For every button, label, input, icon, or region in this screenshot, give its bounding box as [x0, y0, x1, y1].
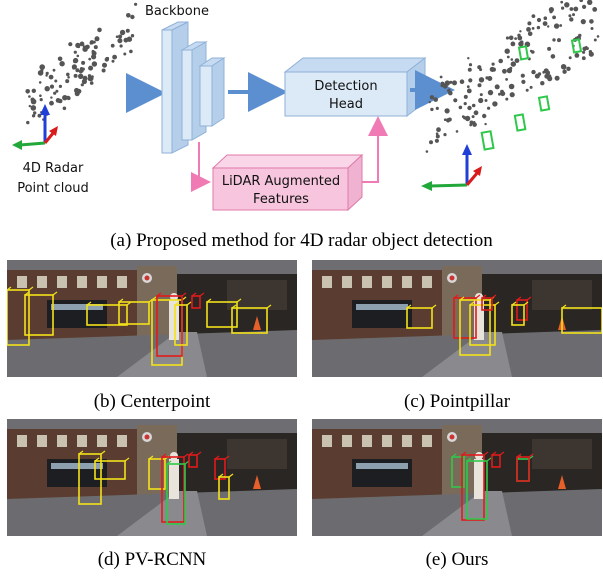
result-image-centerpoint: [7, 260, 297, 377]
backbone-label: Backbone: [145, 4, 209, 19]
lidar-label-line2: Features: [253, 192, 309, 207]
input-axes-icon: [12, 104, 58, 150]
result-image-pointpillar: [312, 260, 602, 377]
method-diagram: 4D Radar Point cloud Backbone Detection …: [12, 0, 600, 212]
caption-centerpoint: (b) Centerpoint: [93, 391, 211, 412]
lidar-label-line1: LiDAR Augmented: [222, 174, 340, 189]
diagram-caption: (a) Proposed method for 4D radar object …: [110, 230, 493, 251]
output-detection-boxes: [480, 38, 583, 151]
backbone-to-lidar-arrow: [191, 142, 211, 192]
caption-ours: (e) Ours: [425, 549, 489, 570]
detection-head-label-line2: Head: [329, 97, 363, 112]
caption-pointpillar: (c) Pointpillar: [403, 391, 511, 412]
lidar-features-box: [211, 153, 364, 212]
input-label-line2: Point cloud: [17, 181, 89, 196]
input-point-cloud: [25, 2, 138, 125]
result-image-ours: [312, 419, 602, 536]
caption-pvrcnn: (d) PV-RCNN: [97, 549, 207, 570]
lidar-to-head-arrow: [358, 116, 388, 183]
result-image-pvrcnn: [7, 419, 297, 536]
output-axes-icon: [421, 144, 482, 191]
input-label-line1: 4D Radar: [23, 161, 84, 176]
output-point-cloud: [425, 0, 600, 153]
detection-head-label-line1: Detection: [314, 79, 377, 94]
backbone-blocks: [161, 21, 226, 154]
